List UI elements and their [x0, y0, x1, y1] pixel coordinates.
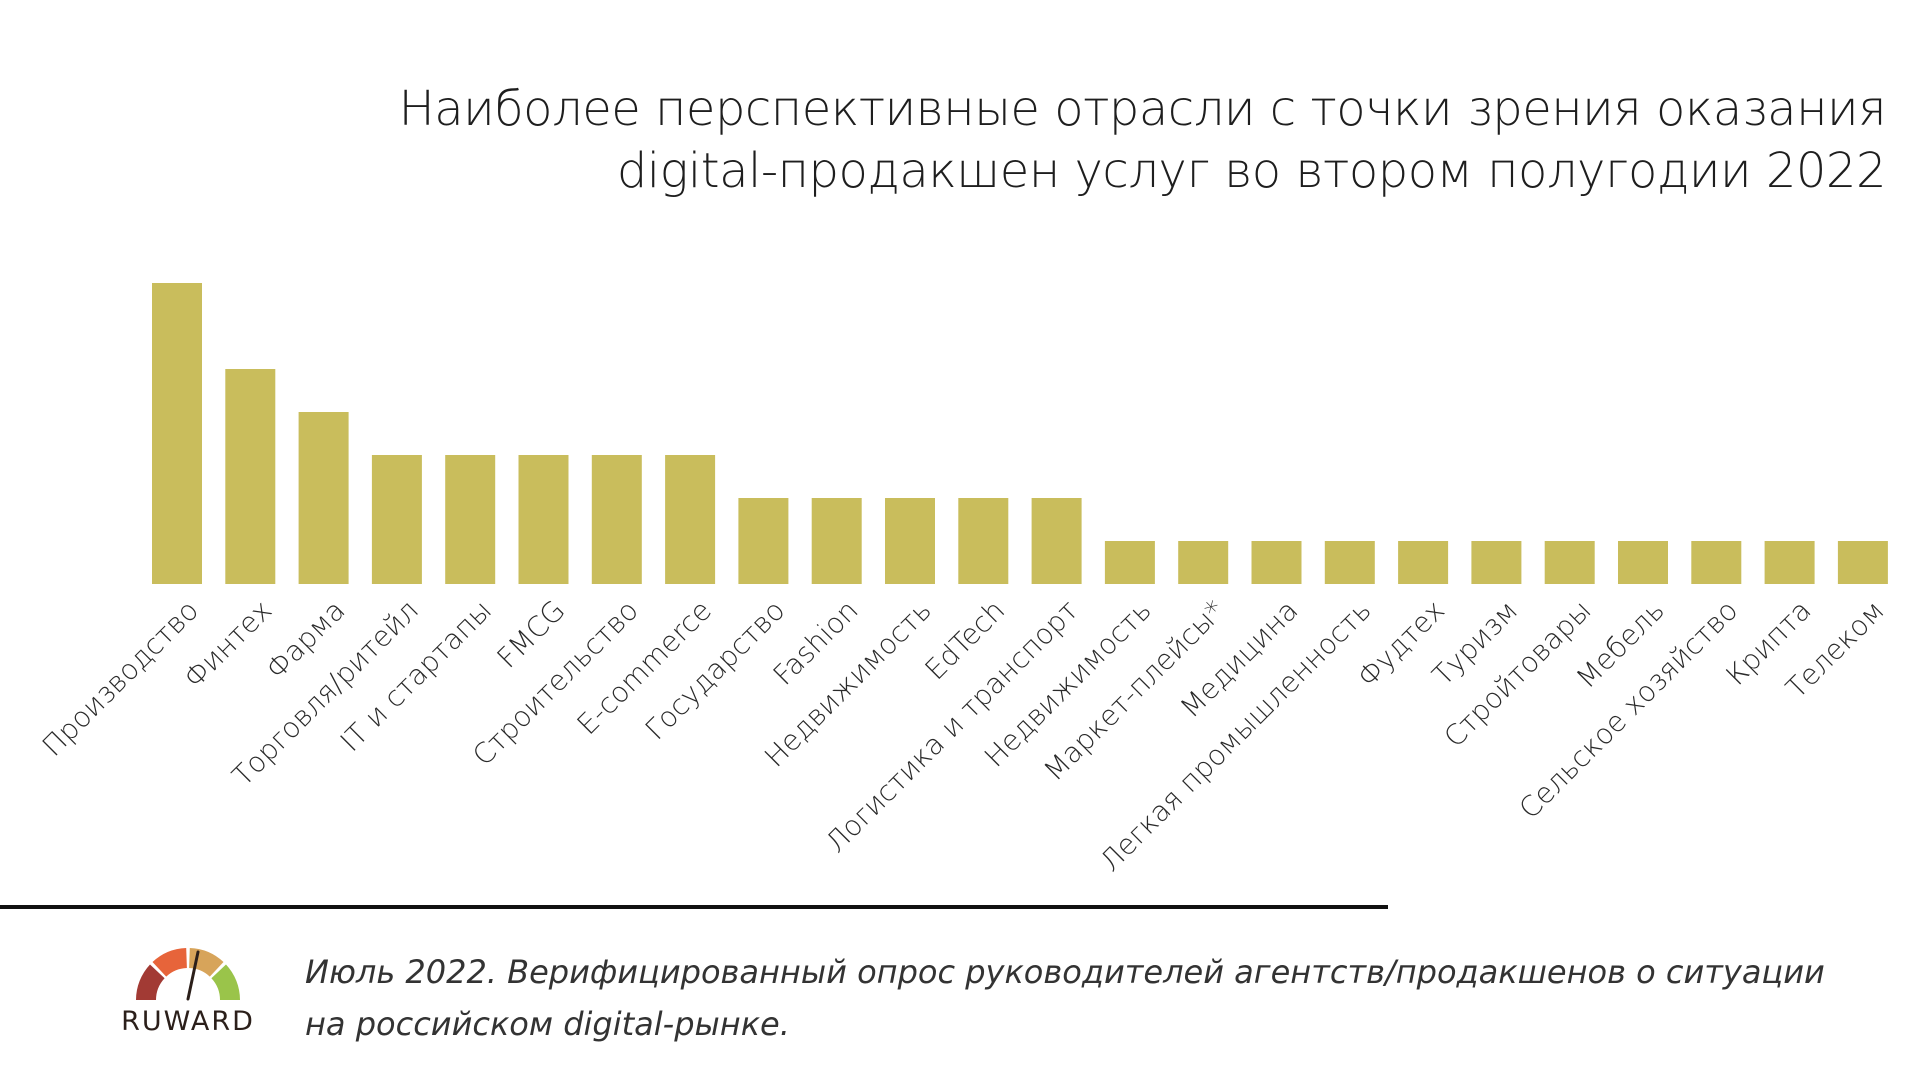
bar-14: [1104, 541, 1155, 584]
bar-24: [1837, 541, 1888, 584]
bar-1: [152, 283, 202, 584]
gauge-segment-orange: [152, 948, 187, 977]
logo-text: RUWARD: [121, 1006, 255, 1037]
bar-22: [1691, 541, 1742, 584]
bar-4: [371, 455, 422, 584]
bar-18: [1398, 541, 1449, 584]
ruward-logo: RUWARD: [108, 940, 268, 1040]
bar-10: [811, 498, 862, 584]
bar-23: [1764, 541, 1815, 584]
bar-13: [1031, 498, 1082, 584]
bar-8: [665, 455, 716, 584]
bar-15: [1178, 541, 1229, 584]
bar-6: [518, 455, 569, 584]
bar-7: [591, 455, 642, 584]
footnote: Июль 2022. Верифицированный опрос руково…: [305, 946, 1865, 1050]
bar-2: [225, 369, 276, 584]
bar-chart: ПроизводствоФинтехФармаТорговля/ритейлIT…: [36, 283, 1891, 878]
bar-12: [958, 498, 1009, 584]
chart-title-line-2: digital-продакшен услуг во втором полуго…: [616, 143, 1887, 199]
gauge-needle: [186, 950, 200, 1001]
bar-20: [1544, 541, 1595, 584]
chart-title: Наиболее перспективные отрасли с точки з…: [286, 78, 1887, 202]
footer-divider: [0, 905, 1388, 909]
bar-17: [1324, 541, 1375, 584]
bar-16: [1251, 541, 1302, 584]
x-tick-label: Производство: [36, 594, 205, 763]
footnote-line-1: Июль 2022. Верифицированный опрос руково…: [305, 953, 1825, 991]
gauge-segment-green: [211, 964, 240, 1000]
bar-19: [1471, 541, 1522, 584]
bar-21: [1618, 541, 1668, 584]
gauge-segment-red: [136, 964, 165, 1000]
chart-title-line-1: Наиболее перспективные отрасли с точки з…: [398, 81, 1887, 137]
bar-3: [298, 412, 349, 584]
bar-5: [445, 455, 496, 584]
bar-9: [738, 498, 789, 584]
gauge-icon: [136, 948, 240, 1001]
footnote-line-2: на российском digital-рынке.: [305, 1005, 790, 1043]
bar-11: [885, 498, 935, 584]
